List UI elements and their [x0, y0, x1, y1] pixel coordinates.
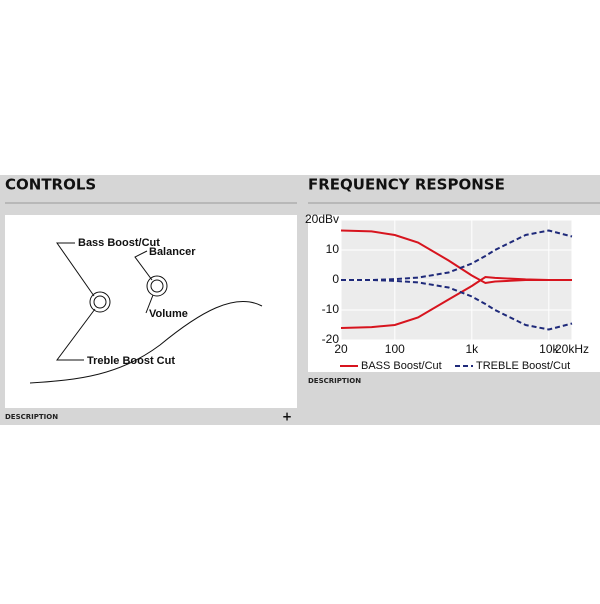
x-tick-label: 10k [539, 342, 559, 356]
control-label: Balancer [149, 246, 196, 258]
frequency-heading: FREQUENCY RESPONSE [308, 176, 505, 194]
x-tick-label: 20kHz [555, 342, 589, 356]
expand-button[interactable]: + [282, 410, 292, 424]
control-label: Treble Boost Cut [87, 355, 175, 367]
controls-diagram [5, 215, 297, 408]
description-link[interactable]: DESCRIPTION [308, 377, 361, 385]
description-link[interactable]: DESCRIPTION [5, 413, 58, 421]
legend-label: TREBLE Boost/Cut [476, 360, 570, 372]
y-tick-label: -10 [322, 302, 340, 316]
series-line [340, 275, 572, 329]
x-tick-label: 100 [385, 342, 405, 356]
x-tick-label: 20 [334, 342, 348, 356]
x-tick-label: 1k [465, 342, 479, 356]
y-tick-label: 20dBv [305, 212, 339, 226]
series-line [341, 279, 573, 331]
y-tick-label: -20 [322, 332, 340, 346]
y-tick-label: 0 [332, 272, 339, 286]
legend-label: BASS Boost/Cut [361, 360, 442, 372]
controls-heading: CONTROLS [5, 176, 96, 194]
y-tick-label: 10 [326, 242, 340, 256]
diagram-lines [29, 242, 263, 384]
series-line [341, 229, 573, 281]
control-label: Bass Boost/Cut [78, 237, 160, 249]
control-label: Volume [149, 308, 188, 320]
